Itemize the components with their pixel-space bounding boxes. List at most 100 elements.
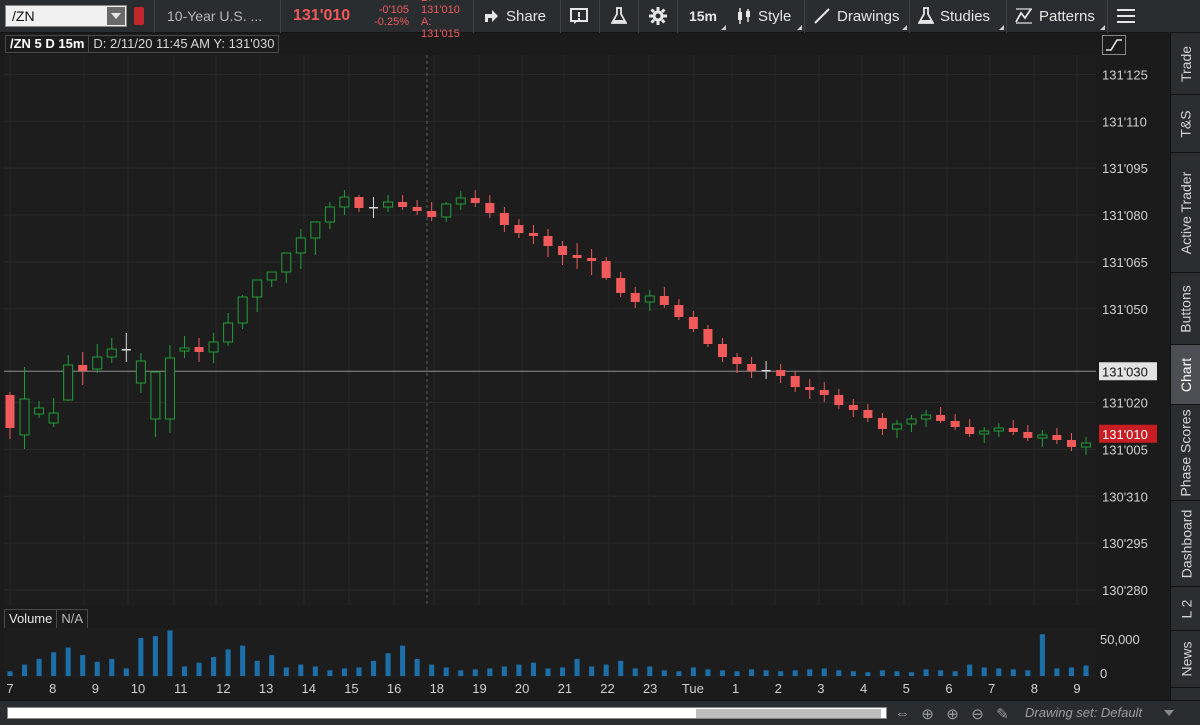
candle[interactable] [514, 219, 524, 238]
candle[interactable] [572, 243, 582, 269]
candle[interactable] [1080, 437, 1092, 455]
candle[interactable] [644, 290, 655, 311]
candle[interactable] [135, 353, 146, 393]
zoom-in-icon[interactable]: ⊕ [946, 705, 959, 723]
menu-button[interactable] [1108, 0, 1144, 33]
candle[interactable] [965, 419, 975, 437]
candle[interactable] [470, 190, 480, 207]
price-axis[interactable]: 131'125 131'110 131'095 131'080 131'065 131'0… [1096, 55, 1170, 605]
sidebar-tab-phase-scores[interactable]: Phase Scores [1171, 405, 1200, 501]
candle[interactable] [339, 190, 350, 215]
candle[interactable] [324, 202, 335, 229]
candle[interactable] [790, 371, 800, 392]
pan-icon[interactable]: ⇔ [895, 705, 910, 722]
candle[interactable] [877, 413, 887, 435]
candle[interactable] [674, 299, 684, 320]
sidebar-tab-dashboard[interactable]: Dashboard [1171, 501, 1200, 587]
candle[interactable] [295, 229, 306, 269]
candle[interactable] [863, 404, 873, 422]
candle[interactable] [1052, 428, 1062, 444]
candle[interactable] [630, 287, 640, 308]
sidebar-tab-news[interactable]: News [1171, 631, 1200, 688]
candle[interactable] [776, 364, 786, 383]
candle[interactable] [921, 410, 932, 427]
sidebar-tab-active-trader[interactable]: Active Trader [1171, 153, 1200, 273]
candle[interactable] [834, 389, 844, 409]
volume-chart[interactable]: 50,000 0 [4, 628, 1170, 679]
candle[interactable] [950, 414, 960, 430]
candle[interactable] [485, 195, 495, 218]
studies-button[interactable]: Studies [910, 0, 1006, 33]
candle[interactable] [587, 249, 597, 275]
share-button[interactable]: Share [474, 0, 560, 33]
candle[interactable] [717, 338, 727, 362]
candle[interactable] [543, 229, 553, 257]
scrollbar-thumb[interactable] [696, 709, 881, 718]
candle[interactable] [150, 371, 161, 437]
candle[interactable] [34, 401, 45, 418]
candle[interactable] [266, 271, 277, 287]
crosshair-icon[interactable]: ⊕ [921, 705, 934, 723]
candle[interactable] [688, 311, 698, 332]
candle[interactable] [310, 221, 321, 255]
candle[interactable] [1023, 425, 1033, 441]
candle[interactable] [121, 333, 131, 362]
candle[interactable] [281, 252, 292, 283]
sidebar-tab-t-s[interactable]: T&S [1171, 95, 1200, 153]
candlestick-chart[interactable] [4, 55, 1096, 605]
candle[interactable] [106, 338, 117, 363]
candle[interactable] [1037, 430, 1048, 447]
candle[interactable] [891, 420, 902, 438]
volume-label[interactable]: Volume [4, 609, 58, 629]
candle[interactable] [223, 313, 234, 346]
candle[interactable] [805, 379, 815, 399]
chart-symbol-period[interactable]: /ZN 5 D 15m [5, 35, 90, 53]
style-button[interactable]: Style [728, 0, 804, 33]
horizontal-scrollbar[interactable] [7, 707, 887, 719]
candle[interactable] [979, 427, 990, 443]
candle[interactable] [252, 279, 263, 312]
sidebar-tab-chart[interactable]: Chart [1171, 345, 1200, 405]
candle[interactable] [819, 382, 829, 402]
pencil-icon[interactable]: ✎ [996, 705, 1009, 723]
zoom-out-icon[interactable]: ⊖ [971, 705, 984, 723]
sidebar-tab-trade[interactable]: Trade [1171, 33, 1200, 95]
candle[interactable] [194, 338, 204, 362]
candle[interactable] [237, 295, 248, 329]
candle[interactable] [732, 353, 742, 373]
candle[interactable] [5, 392, 15, 439]
candle[interactable] [208, 333, 219, 363]
candle[interactable] [455, 191, 466, 210]
candle[interactable] [398, 195, 408, 210]
candle[interactable] [1066, 433, 1076, 451]
sidebar-tab-l-2[interactable]: L 2 [1171, 587, 1200, 631]
price-pane[interactable] [4, 55, 1096, 605]
candle[interactable] [78, 352, 88, 385]
candle[interactable] [179, 336, 190, 358]
candle[interactable] [383, 195, 394, 212]
candle[interactable] [164, 345, 175, 433]
candle[interactable] [659, 287, 669, 308]
candle[interactable] [848, 399, 858, 417]
candle[interactable] [369, 197, 379, 218]
drawings-button[interactable]: Drawings [805, 0, 909, 33]
candle[interactable] [528, 225, 538, 244]
settings-button[interactable] [639, 0, 677, 33]
candle[interactable] [993, 423, 1004, 437]
time-axis[interactable]: 7 8 9 10 11 12 13 14 15 16 18 19 20 21 22 23 Tue 1 2 3 4 5 6 7 8… [4, 679, 1096, 699]
notes-button[interactable] [561, 0, 599, 33]
candle[interactable] [906, 415, 917, 432]
candle[interactable] [354, 195, 364, 212]
candle[interactable] [63, 355, 74, 401]
candle[interactable] [1008, 420, 1018, 435]
candle[interactable] [558, 241, 568, 265]
candle[interactable] [92, 344, 103, 373]
candle[interactable] [19, 367, 30, 449]
candle[interactable] [441, 202, 452, 222]
chart-settings-icon[interactable] [1101, 34, 1127, 56]
symbol-dropdown-icon[interactable] [107, 7, 125, 25]
patterns-button[interactable]: Patterns [1007, 0, 1107, 33]
candle[interactable] [936, 407, 946, 423]
drawing-set-label[interactable]: Drawing set: Default [1025, 705, 1143, 720]
candle[interactable] [761, 361, 771, 379]
